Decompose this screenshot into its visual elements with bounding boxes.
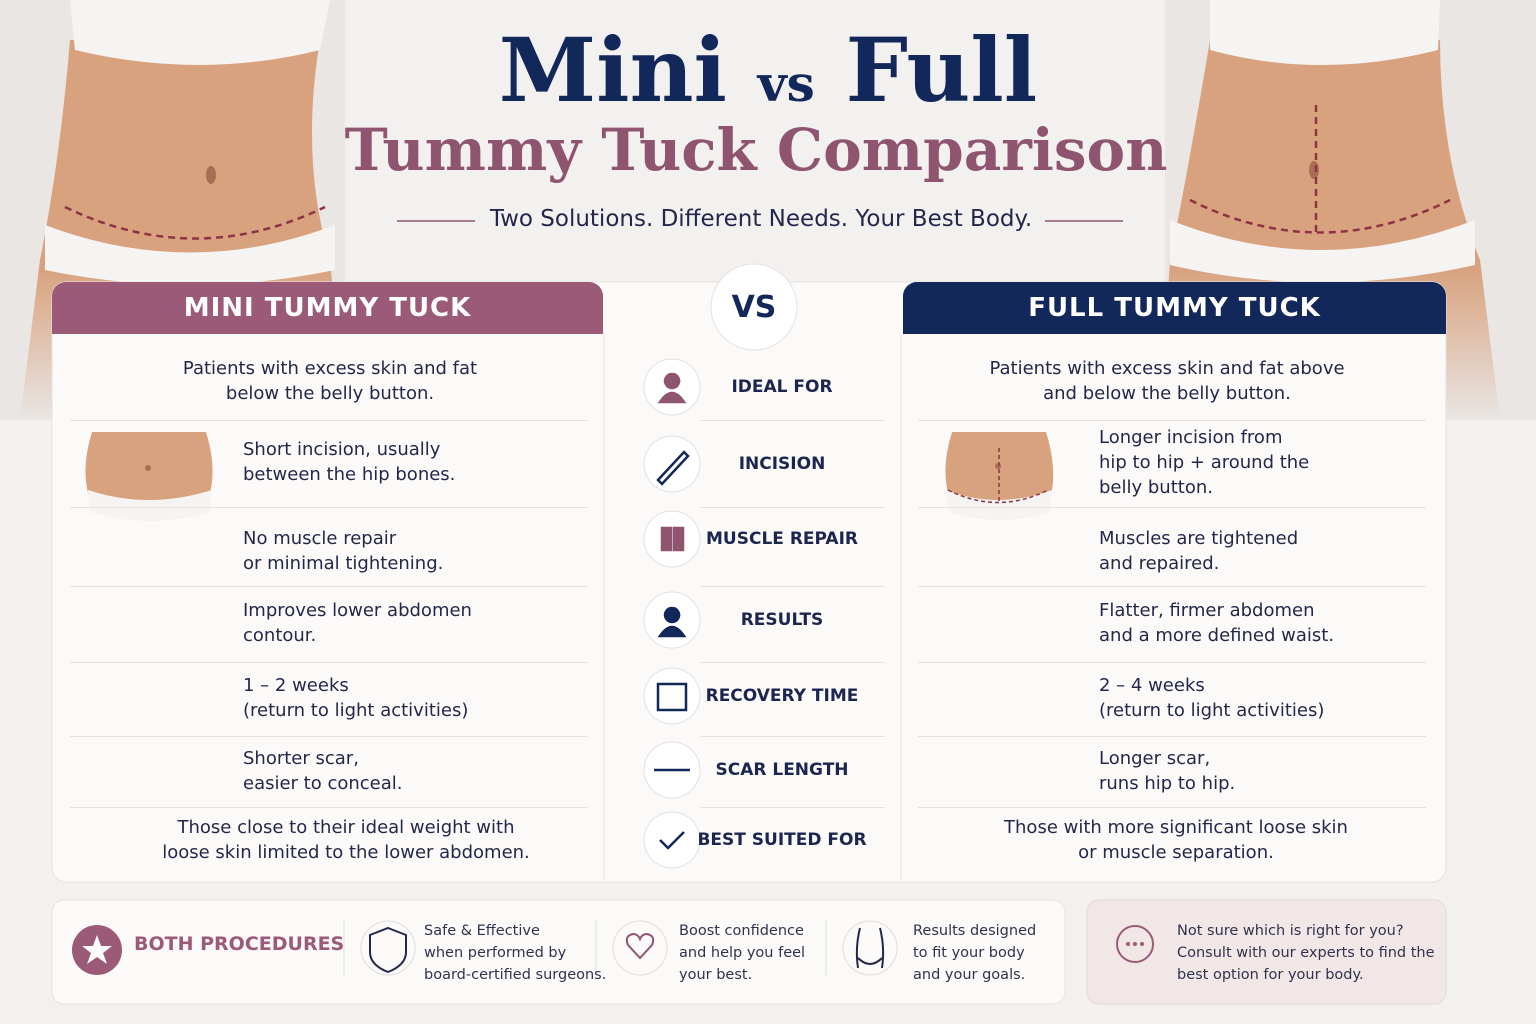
text-line: Consult with our experts to find the <box>1177 945 1435 961</box>
text-line: Muscles are tightened <box>1099 528 1299 549</box>
row-divider <box>70 662 588 663</box>
criterion-label: RESULTS <box>740 610 824 630</box>
row-divider <box>918 736 1426 737</box>
full-row: Patients with excess skin and fat above a… <box>989 356 1344 406</box>
row-divider <box>70 736 588 737</box>
thumb-full <box>945 432 1054 520</box>
mini-row: Improves lower abdomen contour. <box>243 598 472 648</box>
text-line: (return to light activities) <box>1099 700 1325 721</box>
mini-row: Short incision, usually between the hip b… <box>243 437 455 487</box>
title-mini: Mini <box>498 18 727 122</box>
criterion-label: BEST SUITED FOR <box>697 830 867 850</box>
row-divider <box>700 736 885 737</box>
text-line: and a more defined waist. <box>1099 625 1335 646</box>
text-line: Boost confidence <box>679 923 804 939</box>
text-line: (return to light activities) <box>243 700 469 721</box>
full-row: 2 – 4 weeks (return to light activities) <box>1099 673 1324 723</box>
text-line: to fit your body <box>913 945 1025 961</box>
full-heading: FULL TUMMY TUCK <box>903 282 1446 334</box>
text-line: or minimal tightening. <box>243 553 444 574</box>
text-line: 2 – 4 weeks <box>1099 675 1205 696</box>
mini-row: No muscle repair or minimal tightening. <box>243 526 443 576</box>
mini-row: Shorter scar, easier to conceal. <box>243 746 403 796</box>
text-line: between the hip bones. <box>243 464 456 485</box>
text-line: hip to hip + around the <box>1099 451 1310 473</box>
consult-text: Not sure which is right for you? Consult … <box>1177 920 1435 986</box>
mini-heading: MINI TUMMY TUCK <box>52 282 603 334</box>
text-line: Not sure which is right for you? <box>1177 923 1404 939</box>
footer-label: BOTH PROCEDURES <box>134 933 345 955</box>
footer-item: Results designed to fit your body and your… <box>913 920 1036 986</box>
row-divider <box>918 420 1426 421</box>
full-row: Longer scar, runs hip to hip. <box>1099 746 1235 796</box>
text-line: belly button. <box>1099 476 1213 498</box>
text-line: and repaired. <box>1099 553 1220 574</box>
row-divider <box>918 507 1426 508</box>
text-line: Patients with excess skin and fat above <box>989 358 1345 379</box>
full-row: Those with more significant loose skin or… <box>1004 815 1348 865</box>
text-line: runs hip to hip. <box>1099 773 1236 794</box>
text-line: when performed by <box>424 945 567 961</box>
row-divider <box>918 807 1426 808</box>
subtitle: Tummy Tuck Comparison <box>344 116 1168 184</box>
thumb-mini <box>85 432 213 521</box>
text-line: Those with more significant loose skin <box>1004 817 1348 838</box>
row-divider <box>70 807 588 808</box>
row-divider <box>700 420 885 421</box>
full-row: Muscles are tightened and repaired. <box>1099 526 1298 576</box>
text-line: loose skin limited to the lower abdomen. <box>162 842 530 863</box>
text-line: Flatter, firmer abdomen <box>1099 600 1315 621</box>
row-divider <box>700 662 885 663</box>
text-line: easier to conceal. <box>243 773 403 794</box>
criterion-label: MUSCLE REPAIR <box>706 529 858 549</box>
text-line: Improves lower abdomen <box>243 600 472 621</box>
text-line: and help you feel <box>679 945 806 961</box>
vs-badge: VS <box>731 290 777 325</box>
text-line: your best. <box>679 967 753 983</box>
text-line: Results designed <box>913 923 1037 939</box>
text-line: best option for your body. <box>1177 967 1364 983</box>
row-divider <box>70 507 588 508</box>
text-line: or muscle separation. <box>1078 842 1274 863</box>
row-divider <box>918 662 1426 663</box>
criterion-label: RECOVERY TIME <box>705 686 859 706</box>
footer-item: Boost confidence and help you feel your be… <box>679 920 805 986</box>
row-divider <box>70 586 588 587</box>
tagline: Two Solutions. Different Needs. Your Bes… <box>489 206 1033 232</box>
criterion-label: IDEAL FOR <box>731 377 833 397</box>
criterion-label: INCISION <box>738 454 826 474</box>
full-row: Flatter, firmer abdomen and a more define… <box>1099 598 1334 648</box>
text-line: Those close to their ideal weight with <box>177 817 515 838</box>
text-line: No muscle repair <box>243 528 397 549</box>
row-divider <box>918 586 1426 587</box>
full-row: Longer incision from hip to hip + around … <box>1099 425 1309 500</box>
text-line: Longer incision from <box>1099 426 1283 448</box>
row-divider <box>70 420 588 421</box>
mini-row: 1 – 2 weeks (return to light activities) <box>243 673 468 723</box>
title-full: Full <box>845 18 1038 122</box>
text-line: Short incision, usually <box>243 439 441 460</box>
mini-row: Those close to their ideal weight with lo… <box>162 815 530 865</box>
mini-row: Patients with excess skin and fat below t… <box>183 356 477 406</box>
title: Mini vs Full <box>0 20 1536 134</box>
footer-item: Safe & Effective when performed by board-c… <box>424 920 606 986</box>
row-divider <box>700 507 885 508</box>
text-line: Shorter scar, <box>243 748 359 769</box>
text-line: and your goals. <box>913 967 1026 983</box>
text-line: Safe & Effective <box>424 923 540 939</box>
text-line: and below the belly button. <box>1043 383 1291 404</box>
text-line: contour. <box>243 625 317 646</box>
text-line: board-certified surgeons. <box>424 967 607 983</box>
text-line: 1 – 2 weeks <box>243 675 349 696</box>
text-line: Patients with excess skin and fat <box>182 358 478 379</box>
criterion-label: SCAR LENGTH <box>715 760 849 780</box>
row-divider <box>700 586 885 587</box>
text-line: below the belly button. <box>225 383 435 404</box>
title-vs: vs <box>757 54 815 113</box>
text-line: Longer scar, <box>1099 748 1211 769</box>
row-divider <box>700 807 885 808</box>
